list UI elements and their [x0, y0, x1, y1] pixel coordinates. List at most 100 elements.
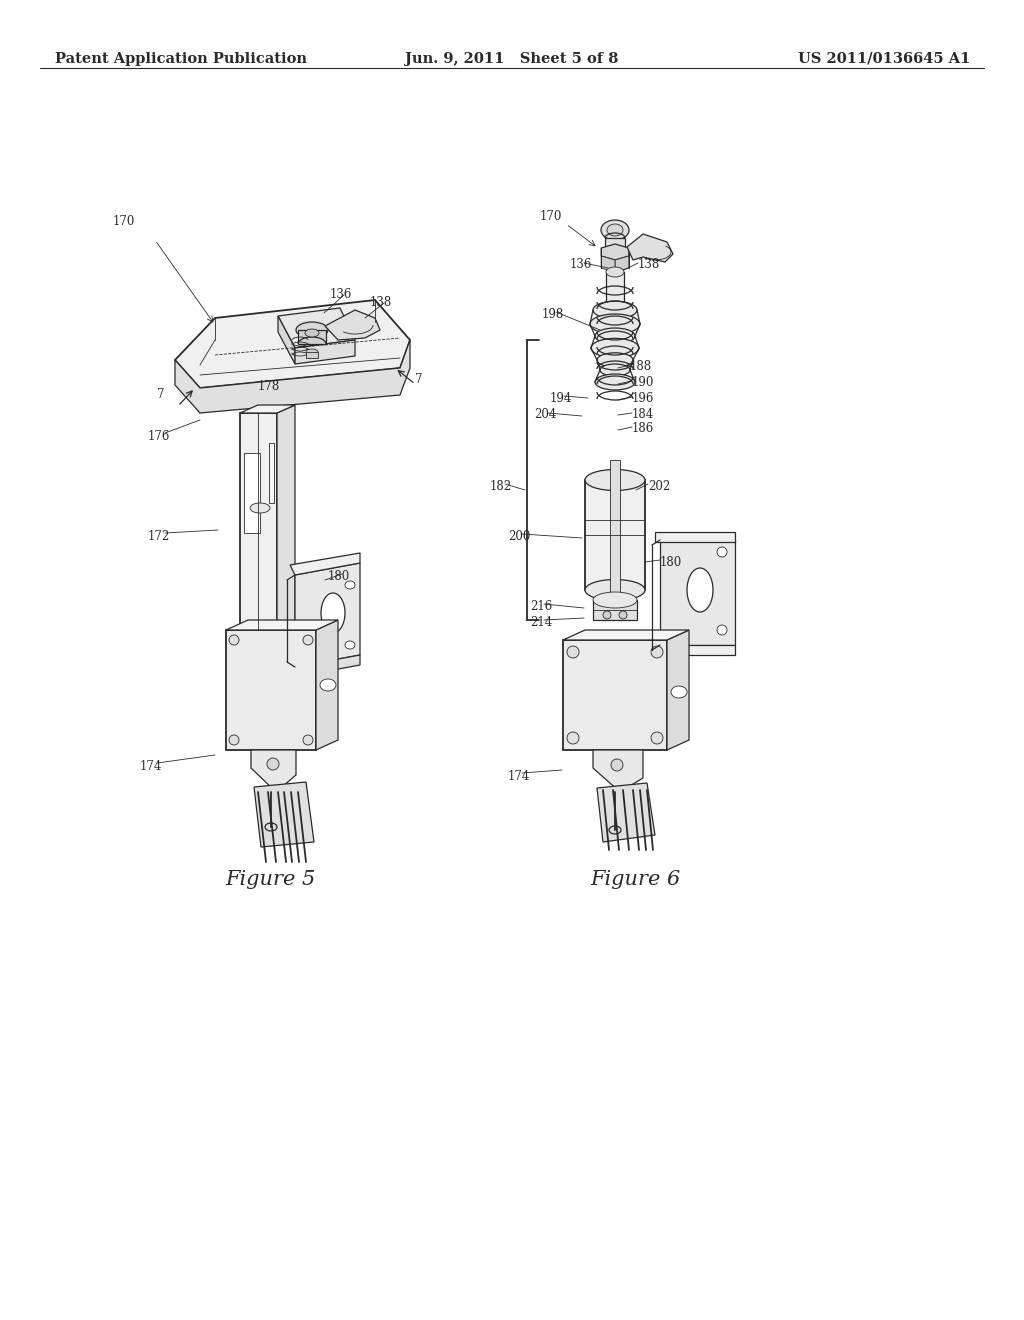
Text: Patent Application Publication: Patent Application Publication — [55, 51, 307, 66]
Text: 186: 186 — [632, 422, 654, 436]
Ellipse shape — [303, 635, 313, 645]
Text: 174: 174 — [140, 760, 163, 774]
Ellipse shape — [611, 759, 623, 771]
Ellipse shape — [345, 581, 355, 589]
Bar — [593, 601, 637, 620]
Ellipse shape — [267, 758, 279, 770]
Polygon shape — [615, 256, 629, 272]
Text: 176: 176 — [148, 430, 170, 444]
Text: 178: 178 — [258, 380, 281, 393]
Polygon shape — [278, 315, 295, 364]
Text: 182: 182 — [490, 480, 512, 492]
Ellipse shape — [305, 329, 319, 337]
Ellipse shape — [606, 267, 624, 277]
Text: US 2011/0136645 A1: US 2011/0136645 A1 — [798, 51, 970, 66]
Polygon shape — [667, 630, 689, 750]
Polygon shape — [295, 655, 360, 677]
Ellipse shape — [296, 322, 328, 338]
Bar — [660, 540, 735, 645]
Ellipse shape — [651, 645, 663, 657]
Polygon shape — [597, 783, 655, 842]
Text: 170: 170 — [540, 210, 562, 223]
Ellipse shape — [600, 364, 630, 376]
Polygon shape — [295, 564, 360, 667]
Text: 136: 136 — [330, 288, 352, 301]
Polygon shape — [593, 750, 643, 792]
Text: 172: 172 — [148, 531, 170, 543]
Text: 200: 200 — [508, 531, 530, 543]
Text: Figure 5: Figure 5 — [225, 870, 315, 888]
Polygon shape — [278, 308, 355, 348]
Text: 188: 188 — [630, 360, 652, 374]
Ellipse shape — [717, 624, 727, 635]
Ellipse shape — [593, 591, 637, 609]
Ellipse shape — [250, 503, 270, 513]
Bar — [606, 272, 624, 341]
Polygon shape — [175, 300, 410, 388]
Bar — [585, 480, 645, 590]
Ellipse shape — [609, 826, 621, 834]
Ellipse shape — [319, 678, 336, 690]
Ellipse shape — [671, 686, 687, 698]
Text: 7: 7 — [415, 374, 423, 385]
Text: 184: 184 — [632, 408, 654, 421]
Polygon shape — [563, 630, 689, 640]
Polygon shape — [278, 405, 295, 630]
Text: 136: 136 — [570, 257, 592, 271]
Ellipse shape — [306, 348, 318, 355]
Ellipse shape — [597, 352, 633, 367]
Ellipse shape — [601, 220, 629, 240]
Text: 174: 174 — [508, 770, 530, 783]
Ellipse shape — [229, 635, 239, 645]
Ellipse shape — [607, 224, 623, 236]
Text: Jun. 9, 2011   Sheet 5 of 8: Jun. 9, 2011 Sheet 5 of 8 — [406, 51, 618, 66]
Polygon shape — [295, 341, 355, 364]
Polygon shape — [601, 244, 629, 260]
Ellipse shape — [303, 735, 313, 744]
Polygon shape — [251, 750, 296, 792]
Bar — [298, 330, 326, 345]
Ellipse shape — [593, 301, 637, 319]
Text: 216: 216 — [530, 601, 552, 612]
Text: 180: 180 — [328, 570, 350, 583]
Text: 180: 180 — [660, 556, 682, 569]
Bar — [269, 444, 274, 503]
Polygon shape — [240, 405, 295, 413]
Ellipse shape — [606, 335, 624, 345]
Bar — [306, 352, 318, 358]
Text: 196: 196 — [632, 392, 654, 405]
Ellipse shape — [567, 733, 579, 744]
Text: 204: 204 — [534, 408, 556, 421]
Ellipse shape — [687, 568, 713, 612]
Ellipse shape — [618, 611, 627, 619]
Text: 138: 138 — [370, 296, 392, 309]
Ellipse shape — [229, 735, 239, 744]
Bar — [605, 238, 625, 249]
Ellipse shape — [717, 546, 727, 557]
Ellipse shape — [265, 822, 278, 832]
Text: 202: 202 — [648, 480, 671, 492]
Text: 7: 7 — [157, 388, 165, 401]
Ellipse shape — [345, 642, 355, 649]
Ellipse shape — [595, 327, 635, 345]
Polygon shape — [316, 620, 338, 750]
Text: 198: 198 — [542, 308, 564, 321]
Polygon shape — [226, 620, 338, 630]
Bar — [610, 459, 620, 610]
Bar — [655, 532, 735, 543]
Polygon shape — [325, 310, 380, 341]
Ellipse shape — [590, 314, 640, 334]
Ellipse shape — [651, 733, 663, 744]
Ellipse shape — [567, 645, 579, 657]
Bar — [226, 630, 316, 750]
Ellipse shape — [591, 338, 639, 358]
Bar — [563, 640, 667, 750]
Text: 170: 170 — [113, 215, 135, 228]
Text: 194: 194 — [550, 392, 572, 405]
Polygon shape — [254, 781, 314, 847]
Bar — [240, 413, 278, 630]
Polygon shape — [290, 553, 360, 576]
Polygon shape — [601, 256, 615, 272]
Ellipse shape — [321, 593, 345, 634]
Ellipse shape — [595, 374, 635, 389]
